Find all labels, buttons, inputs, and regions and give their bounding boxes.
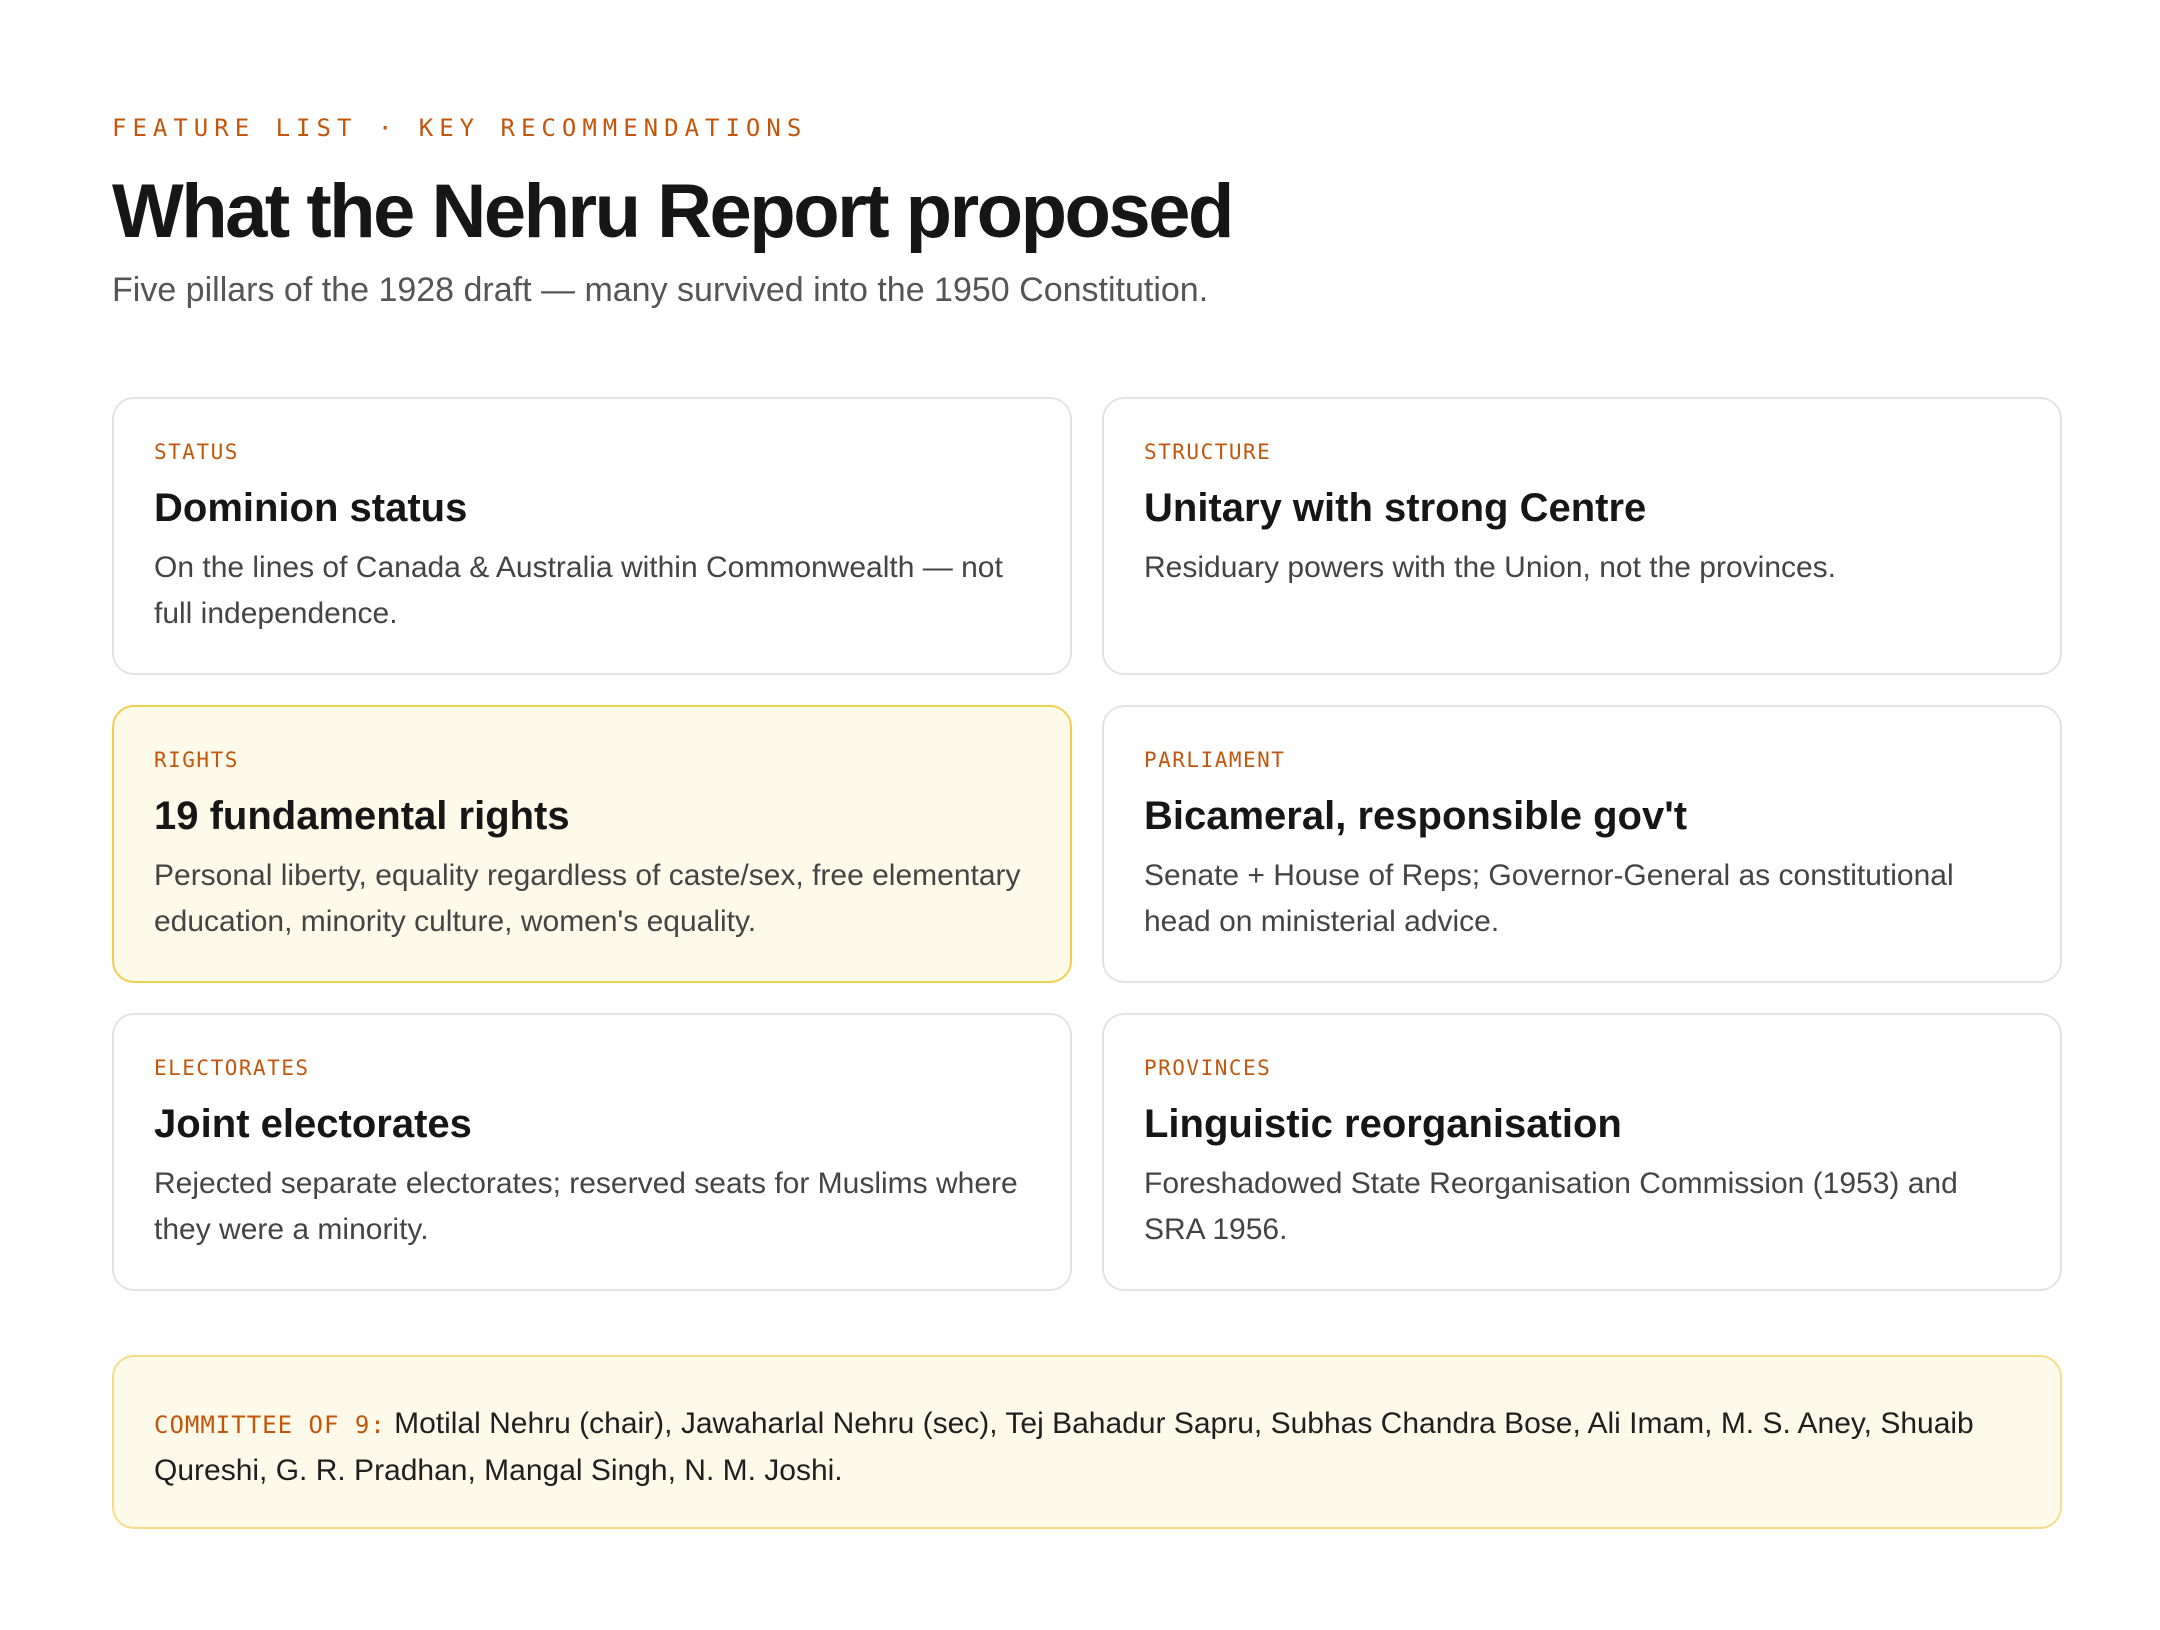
committee-members: Motilal Nehru (chair), Jawaharlal Nehru … xyxy=(154,1407,1974,1487)
committee-label: COMMITTEE OF 9: xyxy=(154,1411,386,1439)
card-body: Senate + House of Reps; Governor-General… xyxy=(1144,859,1954,938)
card-tag: PARLIAMENT xyxy=(1144,748,1286,772)
card-title: 19 fundamental rights xyxy=(154,794,570,838)
card-tag: RIGHTS xyxy=(154,748,239,772)
card-body: Personal liberty, equality regardless of… xyxy=(154,859,1021,938)
card-title: Unitary with strong Centre xyxy=(1144,486,1647,530)
feature-card-provinces: PROVINCES Linguistic reorganisation Fore… xyxy=(1102,1013,2062,1291)
card-title: Bicameral, responsible gov't xyxy=(1144,794,1688,838)
feature-card-parliament: PARLIAMENT Bicameral, responsible gov't … xyxy=(1102,705,2062,983)
card-tag: STRUCTURE xyxy=(1144,440,1272,464)
page-subtitle: Five pillars of the 1928 draft — many su… xyxy=(112,271,1209,309)
feature-card-structure: STRUCTURE Unitary with strong Centre Res… xyxy=(1102,397,2062,675)
feature-grid: STATUS Dominion status On the lines of C… xyxy=(112,397,2062,1291)
card-title: Linguistic reorganisation xyxy=(1144,1102,1622,1146)
card-tag: ELECTORATES xyxy=(154,1056,310,1080)
page-title: What the Nehru Report proposed xyxy=(112,169,1234,254)
feature-card-electorates: ELECTORATES Joint electorates Rejected s… xyxy=(112,1013,1072,1291)
page: FEATURE LIST · KEY RECOMMENDATIONS What … xyxy=(112,110,2062,1529)
card-tag: STATUS xyxy=(154,440,239,464)
feature-card-rights: RIGHTS 19 fundamental rights Personal li… xyxy=(112,705,1072,983)
card-body: Foreshadowed State Reorganisation Commis… xyxy=(1144,1167,1958,1246)
card-body: Rejected separate electorates; reserved … xyxy=(154,1167,1018,1246)
eyebrow-label: FEATURE LIST · KEY RECOMMENDATIONS xyxy=(112,114,808,142)
card-body: On the lines of Canada & Australia withi… xyxy=(154,551,1003,630)
card-title: Dominion status xyxy=(154,486,468,530)
card-body: Residuary powers with the Union, not the… xyxy=(1144,551,1837,584)
card-title: Joint electorates xyxy=(154,1102,472,1146)
committee-note: COMMITTEE OF 9: Motilal Nehru (chair), J… xyxy=(112,1355,2062,1529)
card-tag: PROVINCES xyxy=(1144,1056,1272,1080)
feature-card-status: STATUS Dominion status On the lines of C… xyxy=(112,397,1072,675)
